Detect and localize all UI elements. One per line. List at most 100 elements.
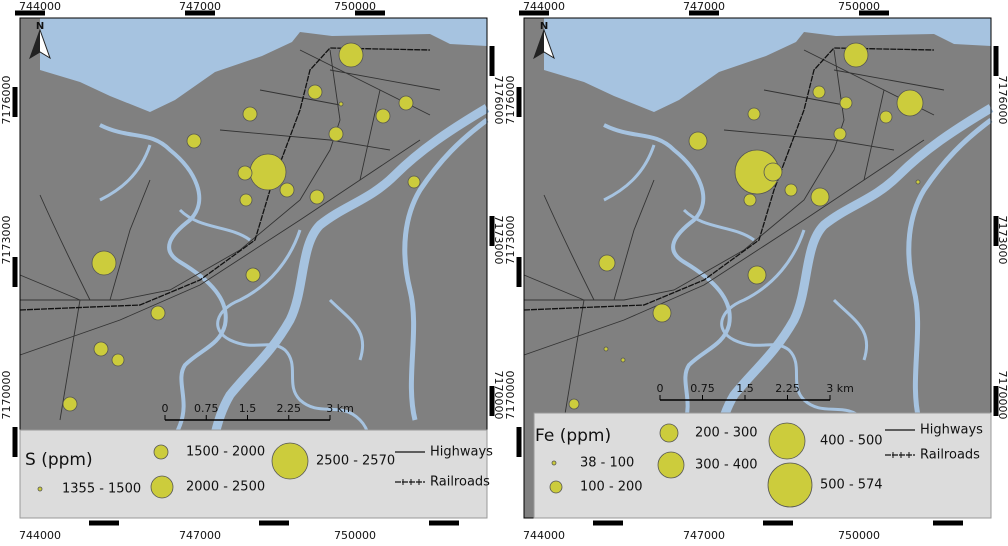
top-coord: 750000 <box>838 0 880 13</box>
sample-point <box>915 179 921 185</box>
sample-point <box>747 107 761 121</box>
right-coord: 7170000 <box>996 371 1008 420</box>
sample-point <box>150 305 166 321</box>
sample-point <box>879 110 893 124</box>
legend-label: 1355 - 1500 <box>62 482 141 497</box>
north-label: N <box>36 21 44 32</box>
sample-point <box>91 250 117 276</box>
sample-point <box>843 42 869 68</box>
legend-title: S (ppm) <box>25 450 93 470</box>
legend-label: 200 - 300 <box>695 426 758 441</box>
legend-symbol <box>767 462 813 508</box>
legend-label: 400 - 500 <box>820 434 883 449</box>
right-coord: 7173000 <box>492 216 505 265</box>
top-coord: 744000 <box>19 0 61 13</box>
legend-symbol <box>37 486 43 492</box>
left-coord: 7173000 <box>0 216 13 265</box>
legend-label: 2500 - 2570 <box>316 454 395 469</box>
legend-label: 500 - 574 <box>820 478 883 493</box>
sample-point <box>620 357 626 363</box>
legend-line-label: Railroads <box>920 448 980 463</box>
top-coord: 747000 <box>179 0 221 13</box>
sample-point <box>812 85 826 99</box>
legend-symbol <box>768 422 806 460</box>
legend-symbol <box>271 442 309 480</box>
legend-symbol <box>659 423 679 443</box>
sample-point <box>309 189 325 205</box>
legend-title: Fe (ppm) <box>535 426 611 446</box>
bottom-coord: 747000 <box>683 529 725 542</box>
scale-label: 2.25 <box>277 402 302 415</box>
sample-point <box>747 265 767 285</box>
top-coord: 744000 <box>523 0 565 13</box>
sample-point <box>242 106 258 122</box>
sample-point <box>652 303 672 323</box>
sample-point <box>688 131 708 151</box>
left-coord: 7173000 <box>504 216 517 265</box>
sample-point <box>249 153 287 191</box>
sample-point <box>338 42 364 68</box>
sample-point <box>896 89 924 117</box>
sample-point <box>307 84 323 100</box>
legend-label: 100 - 200 <box>580 480 643 495</box>
sample-point <box>237 165 253 181</box>
scale-label: 1.5 <box>239 402 257 415</box>
right-coord: 7176000 <box>492 76 505 125</box>
sample-point <box>245 267 261 283</box>
sample-point <box>239 193 253 207</box>
scale-label: 0.75 <box>690 382 715 395</box>
sample-point <box>743 193 757 207</box>
sample-point <box>186 133 202 149</box>
legend-label: 2000 - 2500 <box>186 480 265 495</box>
scale-label: 0.75 <box>194 402 219 415</box>
top-coord: 747000 <box>683 0 725 13</box>
bottom-coord: 747000 <box>179 529 221 542</box>
scale-label: 0 <box>657 382 664 395</box>
left-coord: 7170000 <box>504 371 517 420</box>
sample-point <box>603 346 609 352</box>
bottom-coord: 744000 <box>19 529 61 542</box>
left-coord: 7176000 <box>0 76 13 125</box>
scale-label: 3 km <box>326 402 354 415</box>
sample-point <box>810 187 830 207</box>
right-coord: 7170000 <box>492 371 505 420</box>
legend-box <box>19 429 488 519</box>
sample-point <box>328 126 344 142</box>
legend-label: 1500 - 2000 <box>186 445 265 460</box>
sample-point <box>398 95 414 111</box>
right-coord: 7173000 <box>996 216 1008 265</box>
scale-label: 0 <box>162 402 169 415</box>
legend-line-label: Highways <box>920 423 983 438</box>
sample-point <box>833 127 847 141</box>
sample-point <box>598 254 616 272</box>
bottom-coord: 744000 <box>523 529 565 542</box>
sample-point <box>279 182 295 198</box>
legend-symbol <box>551 460 557 466</box>
legend-symbol <box>549 480 563 494</box>
bottom-coord: 750000 <box>838 529 880 542</box>
legend-symbol <box>150 475 174 499</box>
legend-label: 38 - 100 <box>580 456 634 471</box>
legend-symbol <box>153 444 169 460</box>
left-coord: 7170000 <box>0 371 13 420</box>
left-coord: 7176000 <box>504 76 517 125</box>
bottom-coord: 750000 <box>334 529 376 542</box>
scale-label: 1.5 <box>736 382 754 395</box>
sample-point <box>111 353 125 367</box>
map-panel: N 744000 747000 750000 744000 747000 750000 717… <box>504 0 1008 542</box>
scale-label: 2.25 <box>775 382 800 395</box>
scale-label: 3 km <box>826 382 854 395</box>
sample-point <box>93 341 109 357</box>
legend-symbol <box>657 451 685 479</box>
sample-point <box>375 108 391 124</box>
sample-point <box>784 183 798 197</box>
sample-point <box>839 96 853 110</box>
sample-point <box>62 396 78 412</box>
sample-point <box>338 101 344 107</box>
legend-line-label: Highways <box>430 445 493 460</box>
top-coord: 750000 <box>334 0 376 13</box>
north-label: N <box>540 21 548 32</box>
legend-label: 300 - 400 <box>695 458 758 473</box>
